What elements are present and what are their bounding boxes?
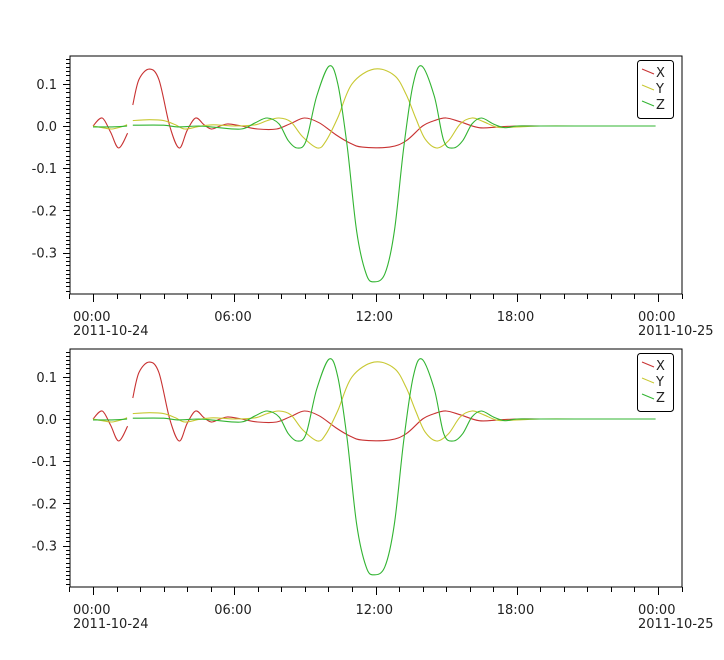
y-tick-label: -0.3 — [32, 247, 57, 262]
y-tick-label: -0.3 — [32, 540, 57, 555]
legend-swatch-z — [641, 100, 655, 107]
x-tick-time-label: 06:00 — [214, 603, 251, 618]
x-tick-time-label: 12:00 — [356, 603, 393, 618]
x-tick-time-label: 00:00 — [638, 603, 675, 618]
x-tick-date-label: 2011-10-24 — [73, 617, 149, 632]
y-tick-label: 0.0 — [36, 120, 57, 135]
x-tick-time-label: 06:00 — [214, 310, 251, 325]
series-line-z — [92, 358, 656, 576]
legend-label: X — [656, 66, 665, 81]
legend-box — [637, 353, 674, 412]
legend-swatch-y — [641, 377, 655, 384]
y-tick-label: -0.2 — [32, 497, 57, 512]
y-tick-label: -0.1 — [32, 455, 57, 470]
legend-swatch-x — [641, 361, 655, 368]
series-line-x — [92, 361, 576, 442]
x-tick-date-label: 2011-10-25 — [638, 617, 714, 632]
x-tick-date-label: 2011-10-25 — [638, 324, 714, 339]
series-line-z — [92, 65, 656, 283]
x-tick-time-label: 18:00 — [497, 603, 534, 618]
legend-label: Y — [655, 82, 664, 97]
series-line-x — [92, 68, 576, 149]
legend-box — [637, 60, 674, 119]
y-tick-label: 0.1 — [36, 78, 57, 93]
x-tick-time-label: 18:00 — [497, 310, 534, 325]
legend-label: Z — [656, 391, 665, 406]
legend-label: Z — [656, 98, 665, 113]
legend-label: Y — [655, 375, 664, 390]
legend-swatch-y — [641, 84, 655, 91]
y-tick-label: 0.0 — [36, 413, 57, 428]
x-tick-date-label: 2011-10-24 — [73, 324, 149, 339]
y-tick-label: -0.2 — [32, 204, 57, 219]
legend-swatch-z — [641, 393, 655, 400]
x-tick-time-label: 00:00 — [638, 310, 675, 325]
y-tick-label: 0.1 — [36, 371, 57, 386]
legend: XYZ — [637, 353, 674, 412]
legend-label: X — [656, 359, 665, 374]
legend-swatch-x — [641, 68, 655, 75]
legend: XYZ — [637, 60, 674, 119]
x-tick-time-label: 12:00 — [356, 310, 393, 325]
x-tick-time-label: 00:00 — [73, 310, 110, 325]
y-tick-label: -0.1 — [32, 162, 57, 177]
x-tick-time-label: 00:00 — [73, 603, 110, 618]
